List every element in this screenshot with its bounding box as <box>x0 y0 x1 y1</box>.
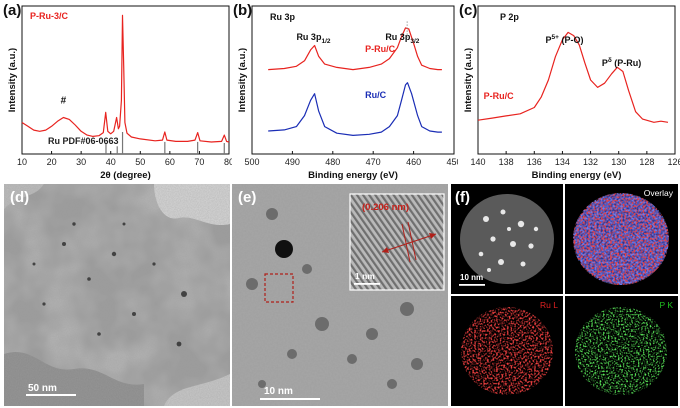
plot-frame <box>21 5 230 155</box>
x-tick-label: 10 <box>17 157 27 167</box>
p-ru-c-spectrum-line <box>268 27 442 71</box>
x-tick-label: 128 <box>639 157 654 167</box>
series-label-p-ru-c: P-Ru/C <box>365 44 395 54</box>
peak-annotation-hash: # <box>61 96 67 107</box>
panel-letter: (b) <box>233 2 252 19</box>
x-tick-label: 40 <box>106 157 116 167</box>
x-tick-label: 450 <box>446 157 458 167</box>
x-tick-label: 490 <box>285 157 300 167</box>
ru-c-spectrum-line <box>268 82 442 136</box>
plot-frame <box>477 5 676 155</box>
x-tick-label: 70 <box>194 157 204 167</box>
x-tick-label: 470 <box>366 157 381 167</box>
panel-f-letter: (f) <box>455 189 470 206</box>
ru3p-chart: 500 490 480 470 460 450 Binding energy (eV) Int… <box>233 2 458 180</box>
panel-e-hrtem-image: (e) (0.206 nm) 1 nm 10 nm <box>232 184 448 406</box>
x-tick-label: 60 <box>165 157 175 167</box>
xrd-pattern-line <box>21 14 230 143</box>
plot-frame <box>251 5 455 155</box>
x-tick-label: 140 <box>470 157 485 167</box>
ru-map-label: Ru L <box>540 300 558 310</box>
series-label-ru-c: Ru/C <box>365 90 386 100</box>
lattice-spacing-label: (0.206 nm) <box>362 202 409 213</box>
p2p-spectrum-line <box>477 31 669 123</box>
panel-letter: (c) <box>459 2 477 19</box>
x-tick-label: 480 <box>325 157 340 167</box>
panel-c-p2p: 140 138 136 134 132 130 128 126 Binding energy (… <box>456 0 680 180</box>
tem-micrograph: (d) 50 nm <box>4 184 230 406</box>
eds-map-grid: 10 nm (f) Overlay Ru L <box>451 184 678 406</box>
series-title: P-Ru-3/C <box>30 11 69 21</box>
scale-bar-d <box>26 394 76 396</box>
x-tick-label: 80 <box>224 157 232 167</box>
p-map: P K <box>565 296 678 406</box>
y-axis-label: Intensity (a.u.) <box>463 48 474 112</box>
x-tick-label: 30 <box>76 157 86 167</box>
panel-e-letter: (e) <box>238 189 256 206</box>
x-axis-label: Binding energy (eV) <box>308 170 398 180</box>
x-tick-label: 130 <box>611 157 626 167</box>
overlay-map: Overlay <box>565 184 678 294</box>
series-label-p-ru-c: P-Ru/C <box>484 91 514 101</box>
overlay-label: Overlay <box>644 188 674 198</box>
core-level-title: P 2p <box>500 12 519 22</box>
hrtem-micrograph: (e) (0.206 nm) 1 nm 10 nm <box>232 184 448 406</box>
core-level-title: Ru 3p <box>270 12 296 22</box>
panel-d-letter: (d) <box>10 189 29 206</box>
x-tick-label: 50 <box>135 157 145 167</box>
y-axis-label: Intensity (a.u.) <box>237 48 248 112</box>
panel-f-eds-maps: 10 nm (f) Overlay Ru L <box>451 184 678 406</box>
x-tick-label: 500 <box>244 157 259 167</box>
p2p-chart: 140 138 136 134 132 130 128 126 Binding energy (… <box>459 2 680 180</box>
x-tick-label: 136 <box>527 157 542 167</box>
panel-a-xrd: 10 20 30 40 50 60 70 80 2θ (degree) Intensity (a.… <box>0 0 232 180</box>
hrtem-inset: (0.206 nm) 1 nm <box>349 193 445 291</box>
x-axis-label: 2θ (degree) <box>100 170 151 180</box>
inset-scale-label: 1 nm <box>355 271 375 281</box>
peak-label-3p-1-2: Ru 3p1/2 <box>296 32 330 45</box>
x-tick-label: 20 <box>47 157 57 167</box>
ru-map: Ru L <box>451 296 563 406</box>
haadf-map: 10 nm (f) <box>451 184 563 294</box>
reference-label: Ru PDF#06-0663 <box>48 136 119 146</box>
scale-label-f: 10 nm <box>460 273 483 282</box>
panel-letter: (a) <box>3 2 21 19</box>
x-tick-label: 126 <box>667 157 680 167</box>
scale-label-d: 50 nm <box>28 383 57 394</box>
y-axis-label: Intensity (a.u.) <box>7 48 18 112</box>
x-tick-label: 138 <box>499 157 514 167</box>
zoom-region-box <box>264 273 294 303</box>
xrd-chart: 10 20 30 40 50 60 70 80 2θ (degree) Intensity (a.… <box>3 2 232 180</box>
x-tick-label: 134 <box>555 157 570 167</box>
panel-d-tem-image: (d) 50 nm <box>4 184 230 406</box>
peak-label-pdelta: Pδ (P-Ru) <box>602 57 641 68</box>
scale-bar-e <box>260 398 320 400</box>
scale-label-e: 10 nm <box>264 386 293 397</box>
lattice-arrow <box>381 233 437 253</box>
p-map-label: P K <box>659 300 673 310</box>
peak-label-3p-3-2: Ru 3p3/2 <box>385 32 419 45</box>
panel-b-ru3p: 500 490 480 470 460 450 Binding energy (eV) Int… <box>230 0 458 180</box>
x-tick-label: 132 <box>583 157 598 167</box>
peak-label-p5: P5+ (P-O) <box>546 34 584 45</box>
x-tick-label: 460 <box>406 157 421 167</box>
x-axis-label: Binding energy (eV) <box>532 170 622 180</box>
